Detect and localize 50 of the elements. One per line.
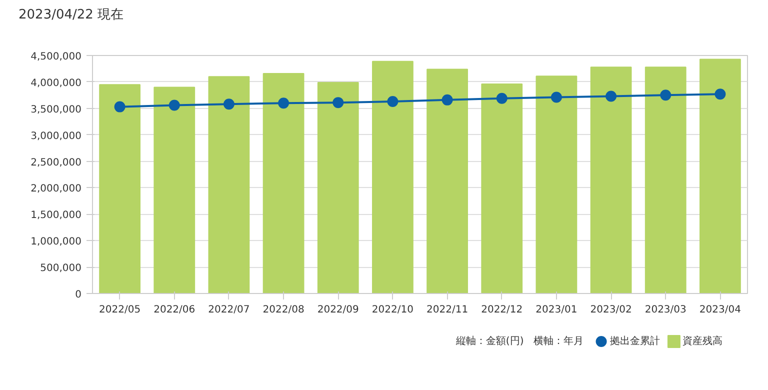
point xyxy=(223,98,234,110)
x-tick-label: 2023/03 xyxy=(644,304,686,316)
point xyxy=(168,100,180,111)
x-tick-label: 2023/04 xyxy=(699,304,741,316)
x-tick-label: 2023/02 xyxy=(590,304,632,316)
bar xyxy=(426,68,468,294)
x-tick-label: 2022/09 xyxy=(317,304,359,316)
y-tick-label: 0 xyxy=(75,290,82,300)
bar xyxy=(208,76,250,294)
y-tick-label: 3,000,000 xyxy=(30,130,82,142)
y-tick-label: 4,000,000 xyxy=(30,78,82,89)
legend-label: 資産残高 xyxy=(682,335,723,347)
point xyxy=(387,96,398,108)
y-tick-label: 3,500,000 xyxy=(30,104,82,116)
bar xyxy=(700,58,741,294)
point xyxy=(332,97,344,108)
bar xyxy=(481,84,523,294)
y-tick-label: 4,500,000 xyxy=(30,52,82,62)
x-tick-label: 2022/07 xyxy=(208,304,250,316)
y-tick-label: 1,500,000 xyxy=(30,210,82,222)
point xyxy=(496,92,508,104)
x-tick-label: 2022/06 xyxy=(154,304,196,316)
bar xyxy=(536,76,578,294)
x-tick-label: 2022/05 xyxy=(99,304,141,316)
legend-label: 拠出金累計 xyxy=(610,335,660,347)
bar xyxy=(590,66,632,294)
bar xyxy=(644,66,686,294)
text: 縦軸：金額(円) 横軸：年月 xyxy=(454,335,584,347)
point xyxy=(714,88,726,100)
bar xyxy=(99,84,140,294)
point xyxy=(606,90,617,102)
point xyxy=(550,92,562,103)
x-tick-label: 2022/10 xyxy=(372,304,414,316)
y-tick-label: 2,000,000 xyxy=(30,184,82,195)
x-tick-label: 2022/11 xyxy=(426,304,468,316)
y-tick-label: 1,000,000 xyxy=(30,236,82,248)
bar xyxy=(372,60,414,294)
bar xyxy=(317,82,359,294)
y-tick-label: 500,000 xyxy=(40,263,82,274)
point xyxy=(114,101,126,112)
x-tick-label: 2023/01 xyxy=(536,304,578,316)
bar xyxy=(262,72,304,294)
point xyxy=(442,94,453,106)
point xyxy=(660,90,672,101)
x-tick-label: 2022/08 xyxy=(262,304,304,316)
x-tick-label: 2022/12 xyxy=(481,304,523,316)
bar xyxy=(154,86,196,294)
chart-title: 2023/04/22 現在 xyxy=(18,8,124,22)
point xyxy=(278,98,290,109)
y-tick-label: 2,500,000 xyxy=(30,157,82,168)
